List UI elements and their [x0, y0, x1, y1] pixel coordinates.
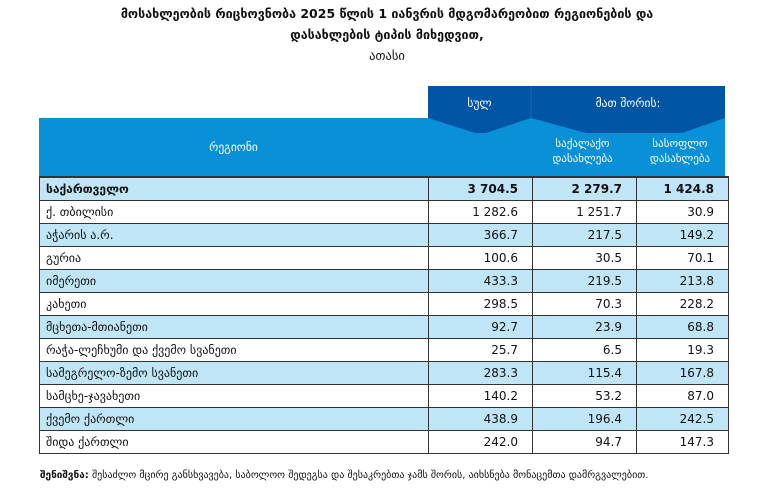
table-row: სამეგრელო-ზემო სვანეთი 283.3 115.4 167.8 [39, 361, 729, 385]
cell-total: 3 704.5 [428, 176, 533, 201]
population-table: საქართველო 3 704.5 2 279.7 1 424.8 ქ. თბილის… [39, 176, 729, 454]
header-total: სულ [467, 96, 492, 110]
cell-region: ქ. თბილისი [39, 200, 429, 224]
table-row: ქვემო ქართლი 438.9 196.4 242.5 [39, 407, 729, 431]
cell-region: ქვემო ქართლი [39, 407, 429, 431]
header-urban: საქალაქო დასახლება [552, 137, 613, 165]
cell-rural: 167.8 [636, 361, 729, 385]
cell-rural: 70.1 [636, 246, 729, 270]
dark-header-band [428, 86, 725, 133]
cell-rural: 19.3 [636, 338, 729, 362]
footnote: შენიშვნა: შესაძლო მცირე განსხვავება, საბ… [40, 470, 648, 481]
table-row: მცხეთა-მთიანეთი 92.7 23.9 68.8 [39, 315, 729, 339]
cell-rural: 147.3 [636, 430, 729, 454]
cell-region: საქართველო [39, 176, 429, 201]
cell-rural: 68.8 [636, 315, 729, 339]
cell-region: სამეგრელო-ზემო სვანეთი [39, 361, 429, 385]
cell-rural: 87.0 [636, 384, 729, 408]
cell-total: 25.7 [428, 338, 533, 362]
header-region: რეგიონი [209, 140, 258, 154]
cell-urban: 196.4 [532, 407, 637, 431]
cell-rural: 1 424.8 [636, 176, 729, 201]
cell-total: 366.7 [428, 223, 533, 247]
cell-urban: 217.5 [532, 223, 637, 247]
footnote-label: შენიშვნა: [40, 470, 89, 481]
cell-region: შიდა ქართლი [39, 430, 429, 454]
cell-total: 298.5 [428, 292, 533, 316]
header-rural: სასოფლო დასახლება [649, 137, 711, 165]
cell-rural: 213.8 [636, 269, 729, 293]
cell-total: 283.3 [428, 361, 533, 385]
table-row: აჭარის ა.რ. 366.7 217.5 149.2 [39, 223, 729, 247]
cell-region: კახეთი [39, 292, 429, 316]
cell-rural: 242.5 [636, 407, 729, 431]
cell-region: აჭარის ა.რ. [39, 223, 429, 247]
cell-urban: 53.2 [532, 384, 637, 408]
cell-total: 100.6 [428, 246, 533, 270]
table-row: შიდა ქართლი 242.0 94.7 147.3 [39, 430, 729, 454]
cell-region: გურია [39, 246, 429, 270]
cell-urban: 6.5 [532, 338, 637, 362]
cell-urban: 94.7 [532, 430, 637, 454]
total-row: საქართველო 3 704.5 2 279.7 1 424.8 [39, 176, 729, 201]
header-of-which: მათ შორის: [595, 96, 661, 110]
cell-total: 433.3 [428, 269, 533, 293]
cell-rural: 228.2 [636, 292, 729, 316]
cell-urban: 2 279.7 [532, 176, 637, 201]
footnote-text: შესაძლო მცირე განსხვავება, საბოლოო შედეგ… [88, 470, 649, 481]
table-row: კახეთი 298.5 70.3 228.2 [39, 292, 729, 316]
cell-urban: 219.5 [532, 269, 637, 293]
cell-region: იმერეთი [39, 269, 429, 293]
table-row: ქ. თბილისი 1 282.6 1 251.7 30.9 [39, 200, 729, 224]
table-title-line2: დასახლების ტიპის მიხედვით, [290, 27, 484, 42]
cell-urban: 1 251.7 [532, 200, 637, 224]
cell-total: 438.9 [428, 407, 533, 431]
cell-rural: 149.2 [636, 223, 729, 247]
cell-region: რაჭა-ლეჩხუმი და ქვემო სვანეთი [39, 338, 429, 362]
cell-region: სამცხე-ჯავახეთი [39, 384, 429, 408]
table-row: გურია 100.6 30.5 70.1 [39, 246, 729, 270]
table-title-line1: მოსახლეობის რიცხოვნობა 2025 წლის 1 იანვრ… [120, 6, 654, 21]
cell-total: 242.0 [428, 430, 533, 454]
cell-rural: 30.9 [636, 200, 729, 224]
cell-urban: 23.9 [532, 315, 637, 339]
table-row: იმერეთი 433.3 219.5 213.8 [39, 269, 729, 293]
cell-urban: 70.3 [532, 292, 637, 316]
cell-region: მცხეთა-მთიანეთი [39, 315, 429, 339]
table-row: რაჭა-ლეჩხუმი და ქვემო სვანეთი 25.7 6.5 19.3 [39, 338, 729, 362]
table-header-background [39, 86, 725, 176]
cell-urban: 115.4 [532, 361, 637, 385]
cell-total: 140.2 [428, 384, 533, 408]
cell-total: 92.7 [428, 315, 533, 339]
cell-urban: 30.5 [532, 246, 637, 270]
table-row: სამცხე-ჯავახეთი 140.2 53.2 87.0 [39, 384, 729, 408]
cell-total: 1 282.6 [428, 200, 533, 224]
unit-label: ათასი [369, 48, 405, 63]
